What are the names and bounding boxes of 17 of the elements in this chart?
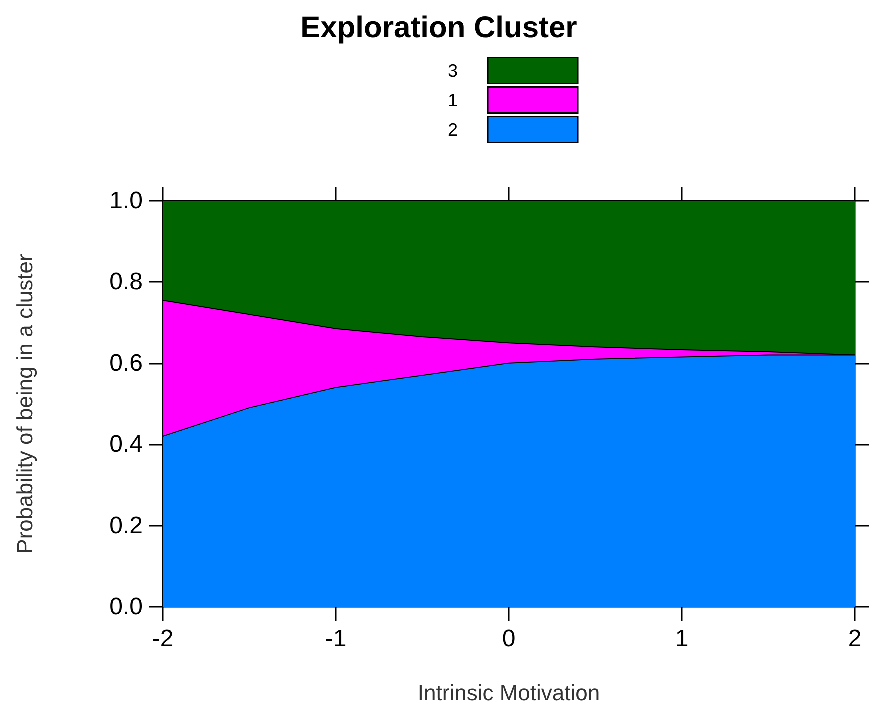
x-tick-label: -1 (325, 626, 347, 652)
legend-label: 2 (448, 120, 458, 140)
x-tick-label: 2 (848, 626, 862, 652)
y-tick-label: 0.0 (110, 594, 143, 620)
y-axis-title: Probability of being in a cluster (12, 254, 38, 554)
legend-label: 3 (448, 60, 458, 81)
y-tick-label: 0.2 (110, 512, 143, 540)
x-tick-label: 0 (502, 626, 516, 652)
y-tick-label: 1.0 (110, 188, 143, 214)
legend-label: 1 (448, 90, 458, 110)
x-axis-title: Intrinsic Motivation (418, 680, 600, 706)
y-tick-label: 0.4 (110, 431, 143, 458)
chart-title: Exploration Cluster (300, 12, 578, 44)
x-tick-label: 1 (675, 626, 689, 652)
y-tick-label: 0.6 (110, 350, 143, 377)
x-tick-label: -2 (152, 626, 174, 652)
y-tick-label: 0.8 (110, 268, 143, 296)
